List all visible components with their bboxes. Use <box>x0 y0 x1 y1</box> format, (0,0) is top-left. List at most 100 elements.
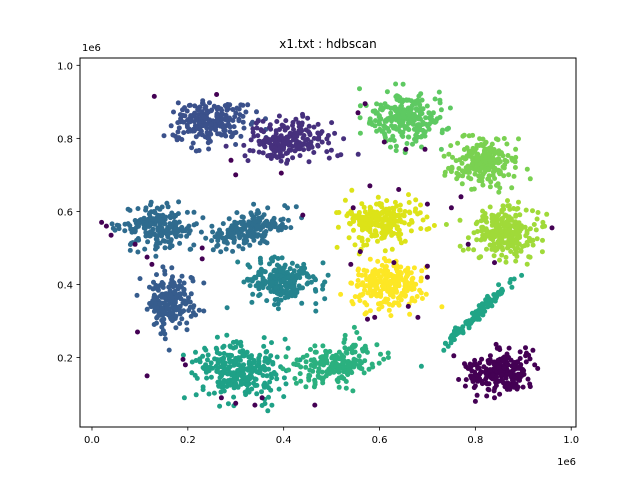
cluster-point <box>381 356 387 362</box>
cluster-point <box>424 226 430 232</box>
cluster-2 <box>223 111 361 166</box>
cluster-point <box>214 117 220 123</box>
noise-point <box>99 219 105 225</box>
cluster-point <box>460 247 466 253</box>
cluster-point <box>316 366 322 372</box>
cluster-point <box>477 309 483 315</box>
cluster-point <box>189 370 195 376</box>
cluster-point <box>459 168 465 174</box>
cluster-point <box>260 275 266 281</box>
noise-point <box>535 366 541 371</box>
cluster-point <box>495 357 501 363</box>
cluster-point <box>484 219 490 225</box>
cluster-point <box>201 308 207 314</box>
cluster-point <box>357 336 362 341</box>
cluster-point <box>477 360 483 366</box>
cluster-point <box>241 362 247 368</box>
cluster-point <box>288 225 294 231</box>
cluster-point <box>301 147 307 153</box>
cluster-point <box>176 135 182 141</box>
cluster-point <box>510 157 516 163</box>
cluster-point <box>186 103 192 108</box>
cluster-point <box>305 115 311 121</box>
cluster-point <box>406 209 412 215</box>
cluster-point <box>411 114 417 120</box>
cluster-point <box>193 221 199 227</box>
cluster-point <box>260 150 266 156</box>
cluster-point <box>530 208 535 214</box>
cluster-point <box>406 97 412 103</box>
noise-point <box>456 377 462 382</box>
cluster-point <box>418 91 424 97</box>
cluster-point <box>251 214 257 220</box>
cluster-point <box>162 268 168 274</box>
cluster-point <box>393 143 399 149</box>
cluster-point <box>312 343 318 349</box>
cluster-point <box>321 362 326 368</box>
cluster-point <box>273 372 279 378</box>
cluster-point <box>214 334 220 340</box>
cluster-point <box>219 231 225 236</box>
noise-point <box>103 223 109 229</box>
cluster-point <box>266 394 271 400</box>
cluster-point <box>231 370 237 376</box>
cluster-point <box>226 356 232 362</box>
cluster-point <box>367 229 373 235</box>
cluster-point <box>358 282 364 288</box>
cluster-point <box>227 124 233 130</box>
cluster-point <box>446 165 451 171</box>
cluster-point <box>259 389 264 395</box>
cluster-point <box>419 268 425 274</box>
cluster-point <box>172 300 178 306</box>
cluster-point <box>341 136 347 142</box>
cluster-point <box>321 375 326 381</box>
cluster-point <box>379 209 385 215</box>
cluster-point <box>372 123 378 129</box>
cluster-point <box>511 173 517 179</box>
cluster-point <box>489 219 495 225</box>
cluster-point <box>125 221 131 227</box>
cluster-point <box>165 232 170 238</box>
cluster-point <box>387 290 393 296</box>
y-tick-label: 0.6 <box>57 207 73 218</box>
cluster-point <box>397 202 403 208</box>
cluster-point <box>176 125 182 131</box>
plot-frame <box>79 57 577 428</box>
noise-point <box>465 241 471 247</box>
cluster-point <box>342 336 348 342</box>
cluster-point <box>348 280 354 286</box>
cluster-point <box>210 229 216 235</box>
cluster-point <box>275 306 281 312</box>
cluster-point <box>224 305 230 311</box>
noise-point <box>357 249 363 255</box>
cluster-point <box>221 239 227 245</box>
cluster-point <box>218 371 224 377</box>
cluster-point <box>428 114 434 119</box>
cluster-point <box>398 240 404 246</box>
cluster-point <box>520 384 526 390</box>
cluster-point <box>234 220 240 226</box>
cluster-point <box>391 138 397 143</box>
cluster-point <box>239 214 245 220</box>
cluster-point <box>382 248 388 254</box>
cluster-point <box>326 140 332 146</box>
cluster-point <box>400 110 406 115</box>
cluster-point <box>511 363 517 369</box>
cluster-point <box>262 220 268 226</box>
cluster-point <box>311 357 317 363</box>
cluster-point <box>251 133 257 139</box>
cluster-point <box>178 296 184 302</box>
cluster-point <box>393 94 399 100</box>
cluster-point <box>221 343 227 349</box>
cluster-point <box>293 116 299 122</box>
cluster-point <box>400 97 405 103</box>
noise-point <box>367 183 373 189</box>
cluster-point <box>290 123 295 128</box>
cluster-point <box>320 380 326 386</box>
cluster-point <box>483 366 489 372</box>
cluster-point <box>250 126 256 132</box>
cluster-point <box>295 143 301 149</box>
cluster-point <box>483 380 489 386</box>
cluster-point <box>359 225 365 231</box>
cluster-point <box>439 130 445 136</box>
